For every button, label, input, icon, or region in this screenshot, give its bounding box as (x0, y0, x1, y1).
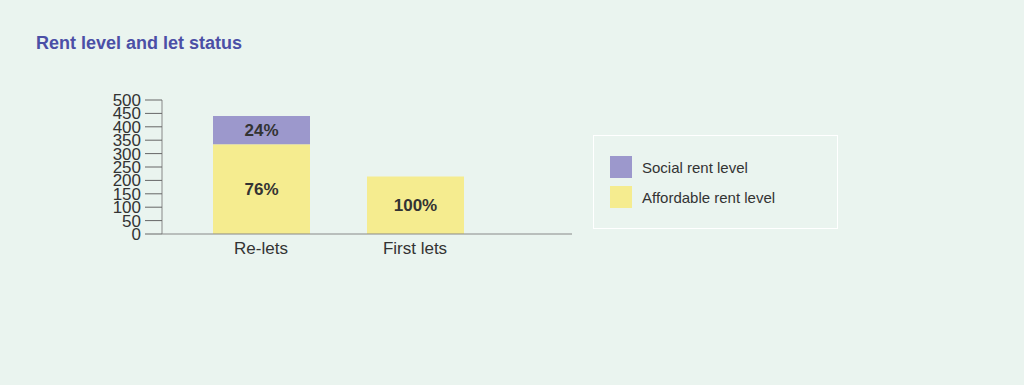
svg-text:First lets: First lets (383, 239, 447, 258)
svg-text:250: 250 (112, 158, 141, 177)
svg-text:450: 450 (112, 104, 141, 124)
svg-text:500: 500 (113, 91, 141, 110)
svg-text:150: 150 (112, 184, 141, 204)
svg-text:200: 200 (112, 171, 141, 191)
svg-text:76%: 76% (244, 180, 278, 199)
svg-text:0: 0 (131, 225, 141, 244)
svg-text:400: 400 (112, 117, 141, 137)
svg-text:24%: 24% (244, 121, 278, 140)
html-text:Affordable rent level: Affordable rent level (642, 188, 776, 206)
svg-text:50: 50 (122, 211, 141, 231)
svg-text:Re-lets: Re-lets (234, 239, 288, 258)
svg-text:100: 100 (112, 198, 141, 218)
svg-text:100%: 100% (394, 196, 437, 215)
svg-text:300: 300 (112, 144, 141, 164)
svg-text:350: 350 (112, 131, 141, 151)
html-text:Rent level and let status: Rent level and let status (36, 33, 243, 53)
html-text:Social rent level: Social rent level (642, 158, 748, 176)
